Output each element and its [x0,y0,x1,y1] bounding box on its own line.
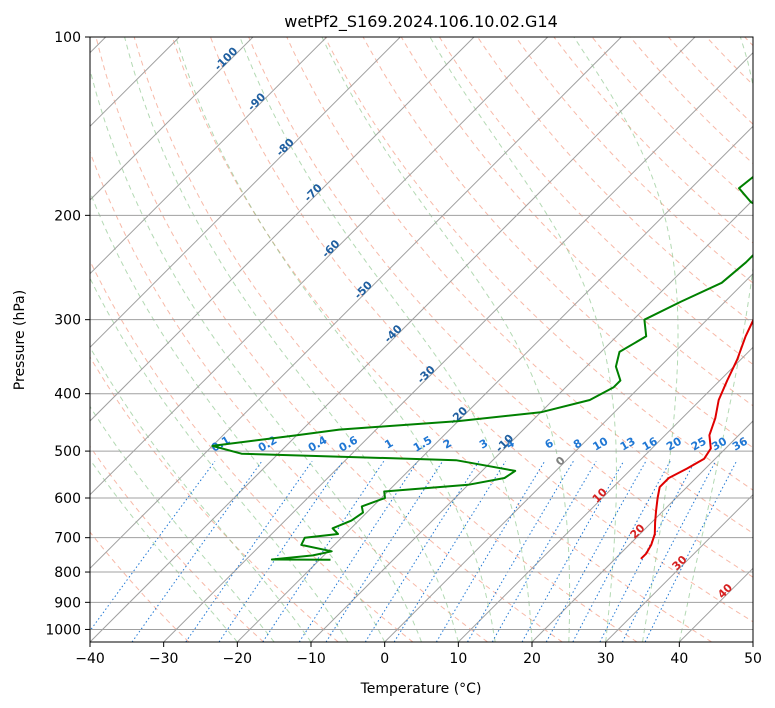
dry-adiabat [171,37,712,642]
moist-adiabat [573,37,679,642]
moist-adiabat [429,37,617,642]
chart-title: wetPf2_S169.2024.106.10.02.G14 [284,12,558,32]
pressure-gridlines [90,37,753,630]
y-tick-label: 100 [54,30,81,46]
y-axis: 100 200 300 400 500 600 700 800 900 1000 [45,30,90,638]
mixing-ratio-line [644,460,737,642]
dry-adiabat [90,356,339,642]
isotherm-line [163,51,753,642]
y-tick-label: 500 [54,444,81,460]
dry-adiabat [210,37,753,623]
isotherm-line [310,199,753,642]
mixing-ratio-line [572,460,671,642]
mixing-ratio-line [621,460,717,642]
moist-adiabat [90,458,238,642]
y-tick-label: 800 [54,565,81,581]
plot-frame [89,36,754,643]
profile-lines [211,175,753,561]
y-axis-label: Pressure (hPa) [12,290,28,390]
y-tick-label: 600 [54,491,81,507]
moist-adiabat [90,405,275,642]
isotherm-line [90,37,254,201]
x-tick-label: 0 [380,651,389,667]
dry-adiabat [438,37,753,366]
mixing-ratio-line [298,460,419,642]
isotherm-line [90,37,401,349]
x-tick-label: −20 [223,651,253,667]
x-tick-label: 50 [744,651,762,667]
x-tick-label: 10 [449,651,467,667]
x-tick-label: −40 [75,651,105,667]
moist-adiabat [90,67,422,642]
y-tick-label: 1000 [45,622,81,638]
y-tick-label: 400 [54,387,81,403]
dry-adiabat [400,37,753,407]
y-tick-label: 300 [54,313,81,329]
mixing-ratio-line [521,460,625,642]
y-tick-label: 900 [54,595,81,611]
isotherm-line [90,37,696,642]
dry-adiabat [90,531,190,642]
x-axis-label: Temperature (°C) [360,681,482,697]
isotherm-line [457,346,753,642]
mixing-ratio-line [262,460,385,642]
isotherm-line [236,125,753,642]
mixing-ratio-line [364,460,480,642]
moist-adiabat [321,37,571,642]
x-axis: −40 −30 −20 −10 0 10 20 30 40 50 [75,642,762,667]
isotherm-line [384,272,753,642]
dewpoint-profile [211,175,753,561]
temperature-profile [640,318,753,560]
mixing-ratio-line [599,460,696,642]
x-tick-label: 20 [523,651,541,667]
x-tick-label: 40 [670,651,688,667]
moist-adiabat [239,37,533,642]
dry-adiabat [515,37,753,284]
moist-adiabat [90,190,386,642]
mixing-ratio-line [325,460,444,642]
background-lines [90,37,753,642]
moist-adiabat [90,346,312,642]
mixing-ratio-line [131,460,263,642]
isotherm-line [605,493,753,642]
dry-adiabat [95,37,563,642]
isotherm-line [90,37,475,422]
isotherm-line [90,37,622,570]
dry-adiabat [90,445,264,642]
x-tick-label: −30 [149,651,179,667]
moist-adiabat [124,37,459,642]
y-tick-label: 200 [54,208,81,224]
isotherm-line [531,420,753,642]
mixing-ratio-line [545,460,647,642]
mixing-ratio-line [90,460,216,632]
x-tick-label: 30 [597,651,615,667]
y-tick-label: 700 [54,531,81,547]
mixing-ratio-line [393,460,507,642]
x-tick-label: −10 [296,651,326,667]
isotherm-line [90,37,549,496]
dry-adiabat [248,37,753,578]
isotherm-line [90,37,328,275]
dry-adiabat [90,150,488,642]
moist-adiabat [90,277,349,642]
